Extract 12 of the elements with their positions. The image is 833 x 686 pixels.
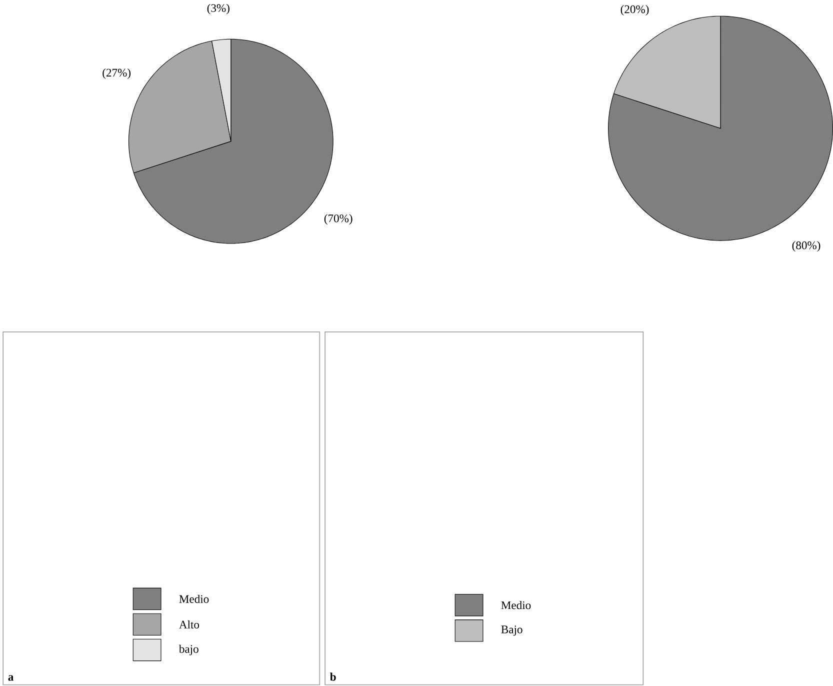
data-label: (3%) [207,4,230,15]
legend-label: Alto [179,620,200,629]
data-label: (80%) [792,241,820,252]
legend-label: Medio [501,601,531,610]
text: b [330,672,336,681]
legend-label: Bajo [501,626,522,636]
legend-label: Medio [179,595,209,604]
data-label: (20%) [620,5,649,16]
data-label: (70%) [324,214,352,225]
text: a [8,675,14,681]
data-label: (27%) [102,68,131,80]
legend-label: bajo [178,644,198,656]
